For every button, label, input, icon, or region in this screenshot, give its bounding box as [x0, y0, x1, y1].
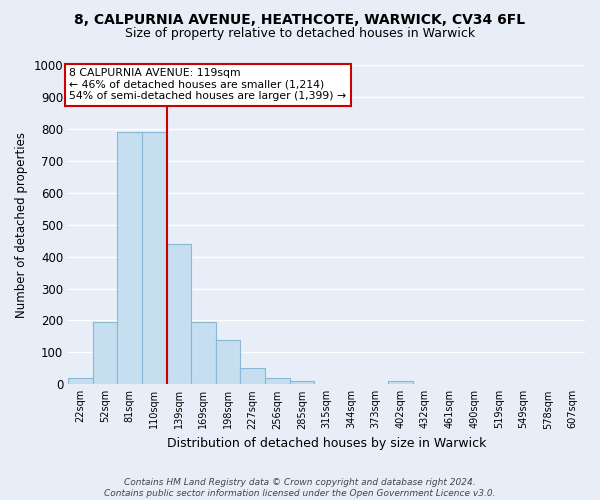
Y-axis label: Number of detached properties: Number of detached properties	[15, 132, 28, 318]
Bar	[388, 381, 413, 384]
Bar	[265, 378, 290, 384]
Text: 8 CALPURNIA AVENUE: 119sqm
← 46% of detached houses are smaller (1,214)
54% of s: 8 CALPURNIA AVENUE: 119sqm ← 46% of deta…	[69, 68, 346, 102]
Bar	[191, 322, 216, 384]
Bar	[142, 132, 167, 384]
X-axis label: Distribution of detached houses by size in Warwick: Distribution of detached houses by size …	[167, 437, 486, 450]
Bar	[117, 132, 142, 384]
Bar	[216, 340, 241, 384]
Text: 8, CALPURNIA AVENUE, HEATHCOTE, WARWICK, CV34 6FL: 8, CALPURNIA AVENUE, HEATHCOTE, WARWICK,…	[74, 12, 526, 26]
Bar	[290, 381, 314, 384]
Bar	[241, 368, 265, 384]
Bar	[167, 244, 191, 384]
Text: Size of property relative to detached houses in Warwick: Size of property relative to detached ho…	[125, 28, 475, 40]
Bar	[92, 322, 117, 384]
Text: Contains HM Land Registry data © Crown copyright and database right 2024.
Contai: Contains HM Land Registry data © Crown c…	[104, 478, 496, 498]
Bar	[68, 378, 92, 384]
